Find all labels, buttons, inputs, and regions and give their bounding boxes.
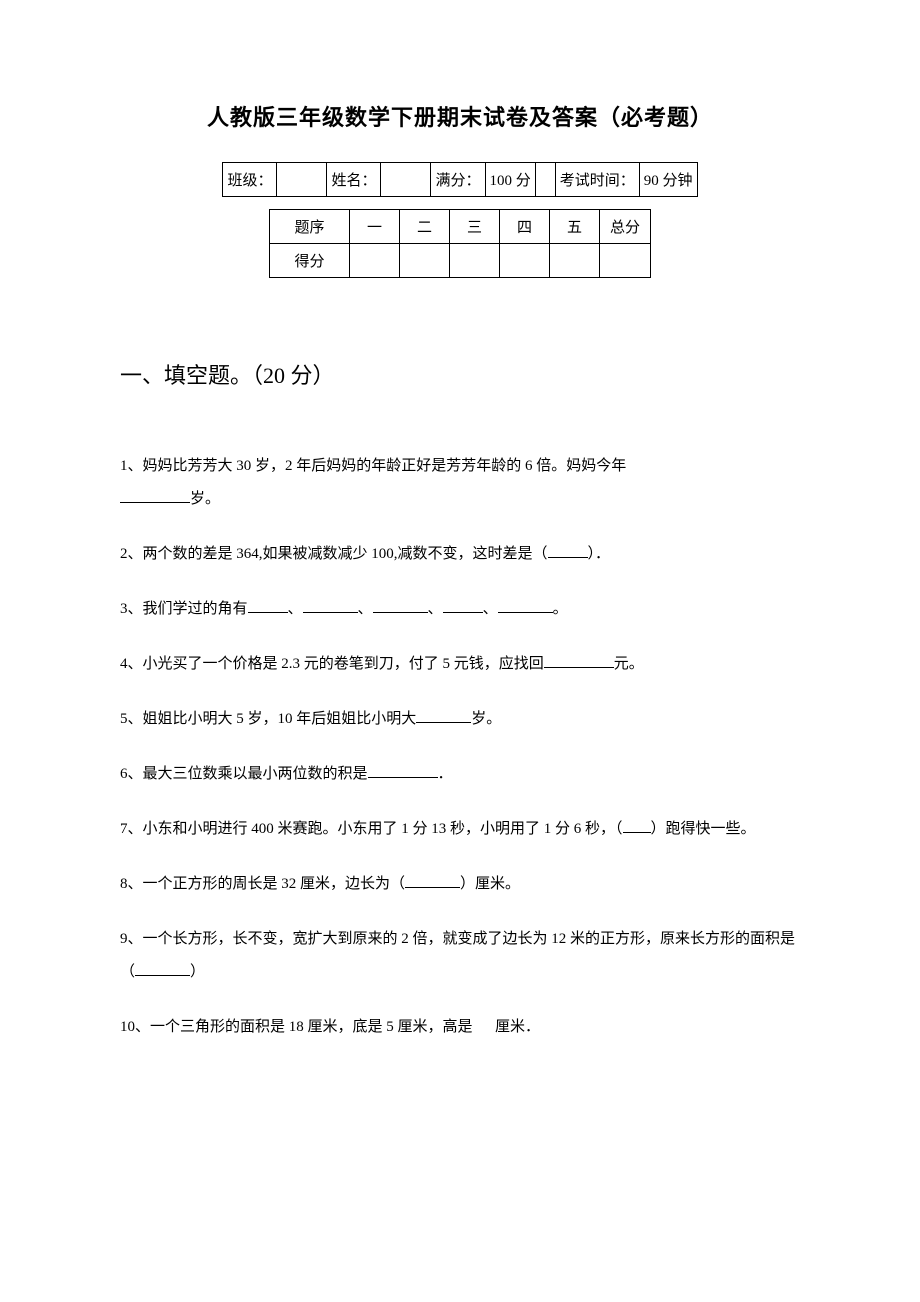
- q3-blank-3: [373, 599, 428, 613]
- q3-blank-4: [443, 599, 483, 613]
- fullscore-label: 满分：: [431, 163, 485, 197]
- score-col-1: 一: [349, 210, 399, 244]
- question-2: 2、两个数的差是 364,如果被减数减少 100,减数不变，这时差是（ ）．: [120, 538, 800, 571]
- q9-text-a: 9、一个长方形，长不变，宽扩大到原来的 2 倍，就变成了边长为 12 米的正方形…: [120, 931, 795, 980]
- q10-text-b: 厘米．: [495, 1019, 540, 1035]
- score-col-3: 三: [449, 210, 499, 244]
- q3-end: 。: [553, 601, 568, 617]
- question-4: 4、小光买了一个价格是 2.3 元的卷笔到刀，付了 5 元钱，应找回 元。: [120, 648, 800, 681]
- q7-blank: [623, 819, 651, 833]
- section-1-heading: 一、填空题。（20 分）: [120, 358, 800, 390]
- question-3: 3、我们学过的角有 、 、 、 、 。: [120, 593, 800, 626]
- class-label: 班级：: [223, 163, 277, 197]
- q7-text-b: ）跑得快一些。: [651, 821, 756, 837]
- score-cell: [599, 244, 650, 278]
- q6-blank: [368, 764, 438, 778]
- score-cell: [449, 244, 499, 278]
- q1-text-b: 岁。: [190, 491, 220, 507]
- q3-blank-2: [303, 599, 358, 613]
- score-cell: [399, 244, 449, 278]
- score-col-total: 总分: [599, 210, 650, 244]
- score-cell: [499, 244, 549, 278]
- q7-text-a: 7、小东和小明进行 400 米赛跑。小东用了 1 分 13 秒，小明用了 1 分…: [120, 821, 623, 837]
- duration-value: 90 分钟: [639, 163, 697, 197]
- q1-text-a: 1、妈妈比芳芳大 30 岁，2 年后妈妈的年龄正好是芳芳年龄的 6 倍。妈妈今年: [120, 458, 626, 474]
- score-table: 题序 一 二 三 四 五 总分 得分: [269, 209, 651, 278]
- q3-blank-1: [248, 599, 288, 613]
- score-cell: [349, 244, 399, 278]
- q3-sep-1: 、: [288, 601, 303, 617]
- name-label: 姓名：: [327, 163, 381, 197]
- score-header-topic: 题序: [269, 210, 349, 244]
- q5-blank: [416, 709, 471, 723]
- q4-text-a: 4、小光买了一个价格是 2.3 元的卷笔到刀，付了 5 元钱，应找回: [120, 656, 544, 672]
- name-blank: [381, 163, 431, 197]
- q3-sep-3: 、: [428, 601, 443, 617]
- q3-text-a: 3、我们学过的角有: [120, 601, 248, 617]
- q2-blank: [548, 544, 588, 558]
- class-blank: [277, 163, 327, 197]
- q3-blank-5: [498, 599, 553, 613]
- gap-cell: [535, 163, 555, 197]
- q5-text-a: 5、姐姐比小明大 5 岁，10 年后姐姐比小明大: [120, 711, 416, 727]
- question-8: 8、一个正方形的周长是 32 厘米，边长为（ ）厘米。: [120, 868, 800, 901]
- question-6: 6、最大三位数乘以最小两位数的积是 ．: [120, 758, 800, 791]
- q4-text-b: 元。: [614, 656, 644, 672]
- score-row-label: 得分: [269, 244, 349, 278]
- info-table: 班级： 姓名： 满分： 100 分 考试时间： 90 分钟: [222, 162, 697, 197]
- q3-sep-2: 、: [358, 601, 373, 617]
- q9-text-b: ）: [190, 964, 205, 980]
- question-10: 10、一个三角形的面积是 18 厘米，底是 5 厘米，高是 厘米．: [120, 1011, 800, 1044]
- info-table-wrap: 班级： 姓名： 满分： 100 分 考试时间： 90 分钟: [120, 162, 800, 197]
- q8-text-a: 8、一个正方形的周长是 32 厘米，边长为（: [120, 876, 405, 892]
- score-col-2: 二: [399, 210, 449, 244]
- question-9: 9、一个长方形，长不变，宽扩大到原来的 2 倍，就变成了边长为 12 米的正方形…: [120, 923, 800, 989]
- score-cell: [549, 244, 599, 278]
- q8-text-b: ）厘米。: [460, 876, 520, 892]
- question-5: 5、姐姐比小明大 5 岁，10 年后姐姐比小明大 岁。: [120, 703, 800, 736]
- question-7: 7、小东和小明进行 400 米赛跑。小东用了 1 分 13 秒，小明用了 1 分…: [120, 813, 800, 846]
- question-1: 1、妈妈比芳芳大 30 岁，2 年后妈妈的年龄正好是芳芳年龄的 6 倍。妈妈今年…: [120, 450, 800, 516]
- q2-text-a: 2、两个数的差是 364,如果被减数减少 100,减数不变，这时差是（: [120, 546, 548, 562]
- fullscore-value: 100 分: [485, 163, 535, 197]
- score-col-5: 五: [549, 210, 599, 244]
- q4-blank: [544, 654, 614, 668]
- q6-text-b: ．: [438, 766, 453, 782]
- q10-text-a: 10、一个三角形的面积是 18 厘米，底是 5 厘米，高是: [120, 1019, 473, 1035]
- score-col-4: 四: [499, 210, 549, 244]
- q3-sep-4: 、: [483, 601, 498, 617]
- document-title: 人教版三年级数学下册期末试卷及答案（必考题）: [120, 100, 800, 132]
- q2-text-b: ）．: [588, 546, 611, 562]
- q8-blank: [405, 874, 460, 888]
- q6-text-a: 6、最大三位数乘以最小两位数的积是: [120, 766, 368, 782]
- score-table-wrap: 题序 一 二 三 四 五 总分 得分: [120, 209, 800, 278]
- duration-label: 考试时间：: [555, 163, 639, 197]
- q1-blank: [120, 489, 190, 503]
- q9-blank: [135, 962, 190, 976]
- q5-text-b: 岁。: [471, 711, 501, 727]
